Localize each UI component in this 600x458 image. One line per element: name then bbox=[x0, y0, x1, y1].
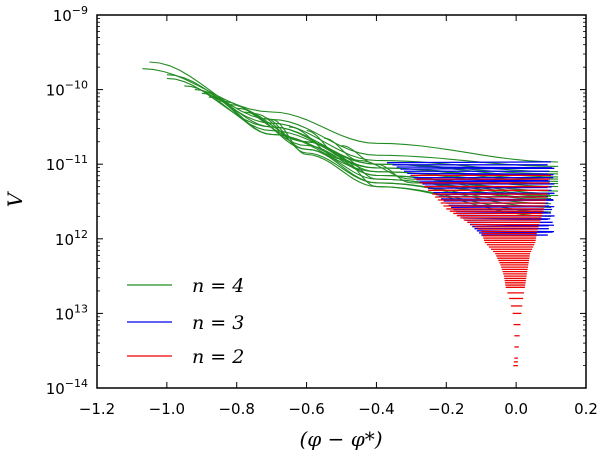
x-tick-label: −0.2 bbox=[428, 400, 464, 418]
series-line bbox=[243, 111, 552, 201]
legend-label: n = 4 bbox=[192, 275, 244, 297]
legend-label: n = 3 bbox=[192, 312, 244, 334]
y-tick-label: 1012 bbox=[55, 228, 88, 249]
y-tick-label-exponent: −11 bbox=[65, 153, 88, 166]
x-tick-label: −1.2 bbox=[79, 400, 115, 418]
y-tick-label-base: 10 bbox=[46, 380, 65, 398]
series-n=2 bbox=[411, 174, 552, 367]
series-layer bbox=[142, 61, 559, 367]
series-line bbox=[427, 186, 548, 189]
y-tick-label-base: 10 bbox=[55, 231, 74, 249]
y-tick-label-base: 10 bbox=[46, 156, 65, 174]
y-tick-label-exponent: 13 bbox=[74, 302, 88, 315]
y-tick-label: 10−11 bbox=[46, 153, 88, 174]
x-tick-label: −0.6 bbox=[288, 400, 324, 418]
y-tick-label-base: 10 bbox=[46, 82, 65, 100]
series-line bbox=[386, 161, 552, 164]
y-tick-label: 10−10 bbox=[46, 79, 88, 100]
series-line bbox=[149, 61, 559, 167]
series-line bbox=[451, 205, 555, 209]
series-line bbox=[341, 144, 552, 197]
legend: n = 4 n = 3 n = 2 bbox=[127, 275, 244, 368]
series-line bbox=[419, 180, 550, 183]
y-tick-label: 1013 bbox=[55, 302, 88, 323]
series-line bbox=[264, 117, 552, 209]
y-tick-label: 10−9 bbox=[53, 4, 88, 25]
series-line bbox=[400, 167, 555, 170]
series-line bbox=[416, 179, 549, 182]
x-tick-label: −0.4 bbox=[358, 400, 394, 418]
x-axis-title: (φ − φ*) bbox=[299, 427, 382, 451]
series-line bbox=[433, 191, 555, 194]
ticks-layer bbox=[96, 14, 587, 389]
y-tick-label-base: 10 bbox=[55, 305, 74, 323]
y-tick-label-exponent: −14 bbox=[65, 377, 88, 390]
x-tick-label: 0.0 bbox=[504, 400, 528, 418]
y-tick-label-exponent: −9 bbox=[72, 4, 88, 17]
x-tick-label: −1.0 bbox=[149, 400, 185, 418]
series-line bbox=[396, 166, 552, 169]
plot-frame bbox=[96, 14, 587, 389]
series-line bbox=[407, 172, 549, 175]
y-tick-label-base: 10 bbox=[53, 7, 72, 25]
tick-labels: −1.2 −1.0 −0.8 −0.6 −0.4 −0.2 0.0 0.210−910−101… bbox=[46, 4, 598, 418]
series-n=4 bbox=[142, 61, 559, 217]
y-tick-label: 10−14 bbox=[46, 377, 88, 398]
x-tick-label: −0.8 bbox=[218, 400, 254, 418]
x-tick-label: 0.2 bbox=[574, 400, 598, 418]
series-line bbox=[478, 231, 553, 234]
series-line bbox=[306, 130, 552, 200]
y-tick-label-exponent: 12 bbox=[74, 228, 88, 241]
y-tick-label-exponent: −10 bbox=[65, 79, 88, 92]
y-axis-title: V bbox=[3, 190, 27, 207]
legend-label: n = 2 bbox=[192, 346, 244, 368]
